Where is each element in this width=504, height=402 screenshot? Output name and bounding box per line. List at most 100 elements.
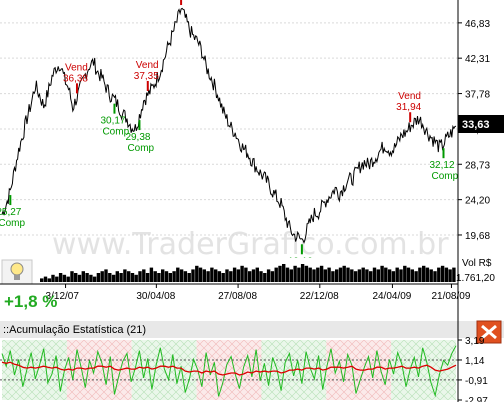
volume-bar	[422, 265, 426, 282]
volume-bar	[236, 269, 241, 282]
sell-signal: Vend51,46	[180, 0, 183, 6]
volume-bar	[123, 269, 127, 282]
volume-bar	[270, 271, 275, 282]
volume-bar	[195, 265, 199, 282]
sell-action: Vend	[136, 60, 159, 71]
volume-bar	[346, 267, 350, 282]
volume-bar	[403, 265, 407, 282]
volume-bar	[308, 267, 312, 282]
volume-bar	[251, 269, 256, 282]
volume-bar	[410, 269, 414, 282]
volume-bar	[433, 271, 437, 282]
indicator-tick-label: 1,14	[465, 356, 485, 367]
volume-bar	[452, 267, 456, 282]
buy-action: Comp	[127, 143, 154, 154]
volume-bar	[369, 271, 373, 282]
volume-bar	[149, 267, 154, 282]
volume-bar	[214, 269, 218, 282]
volume-bar	[391, 271, 396, 282]
bulb-icon-box[interactable]	[1, 259, 33, 285]
volume-bar	[70, 271, 74, 282]
indicator-series-average	[1, 361, 457, 376]
indicator-tick-label: 3,19	[465, 336, 485, 347]
price-tick-label: 37,78	[465, 90, 490, 101]
volume-bar	[229, 271, 233, 282]
volume-bar	[104, 269, 108, 282]
volume-bar	[244, 267, 248, 282]
volume-bar	[119, 273, 123, 282]
zone-red	[66, 340, 132, 400]
light-bulb-icon[interactable]	[10, 262, 24, 276]
volume-bar	[115, 271, 119, 282]
buy-action: Comp	[0, 218, 25, 229]
volume-bar	[429, 269, 433, 282]
indicator-tick-label: -2,97	[465, 396, 488, 402]
volume-bar	[145, 273, 150, 282]
buy-value: 25,27	[0, 207, 22, 218]
volume-bar	[316, 267, 320, 282]
light-bulb-base	[14, 275, 20, 280]
volume-bar	[183, 271, 188, 282]
volume-bar	[221, 273, 225, 282]
volume-bar	[127, 271, 131, 282]
volume-bar	[319, 265, 324, 282]
volume-bar	[444, 267, 449, 282]
volume-bar	[100, 271, 104, 282]
date-tick-label: 3/12/07	[46, 291, 80, 302]
volume-bar	[92, 276, 97, 282]
price-line	[1, 7, 457, 244]
volume-bar	[134, 274, 138, 282]
volume-bar	[331, 271, 335, 282]
volume-bar	[327, 267, 331, 282]
volume-bar	[278, 265, 282, 282]
buy-value: 29,38	[125, 132, 150, 143]
volume-bar	[77, 274, 82, 282]
volume-bar	[153, 271, 157, 282]
sell-value: 36,38	[63, 73, 88, 84]
volume-bar	[108, 273, 112, 282]
sell-value: 31,94	[396, 102, 421, 113]
volume-bar	[62, 274, 67, 282]
sell-action: Vend	[398, 91, 421, 102]
price-tick-label: 28,73	[465, 160, 490, 171]
volume-bar	[206, 271, 210, 282]
volume-bar	[168, 273, 172, 282]
volume-bar	[202, 269, 206, 282]
volume-bar	[437, 267, 441, 282]
indicator-title: ::Acumulação Estatística (21)	[3, 324, 146, 336]
zone-green	[2, 340, 67, 400]
date-tick-label: 21/08/09	[431, 291, 470, 302]
volume-bar	[58, 273, 63, 282]
volume-bar	[289, 269, 293, 282]
price-panel-bg	[0, 0, 458, 256]
volume-bar	[285, 267, 290, 282]
volume-bar	[380, 265, 384, 282]
buy-value: 30,17	[100, 116, 125, 127]
volume-bar	[361, 267, 365, 282]
zone-red	[196, 340, 262, 400]
volume-bar	[357, 269, 362, 282]
volume-bar	[372, 267, 377, 282]
buy-value: 32,12	[430, 160, 455, 171]
price-tick-label: 46,83	[465, 19, 490, 30]
volume-bar	[81, 271, 85, 282]
date-tick-label: 30/04/08	[136, 291, 175, 302]
volume-bar	[47, 278, 51, 282]
close-x-icon[interactable]	[476, 320, 502, 344]
volume-bar	[187, 273, 191, 282]
volume-bar	[384, 267, 388, 282]
price-tick-label: 19,68	[465, 231, 490, 242]
volume-bar	[164, 271, 169, 282]
date-tick-label: 27/08/08	[218, 291, 257, 302]
volume-bar	[304, 265, 309, 282]
current-price-label: 33,63	[462, 119, 490, 131]
current-price-box: 33,63	[458, 115, 504, 133]
volume-bar	[376, 269, 380, 282]
volume-bar	[323, 269, 327, 282]
